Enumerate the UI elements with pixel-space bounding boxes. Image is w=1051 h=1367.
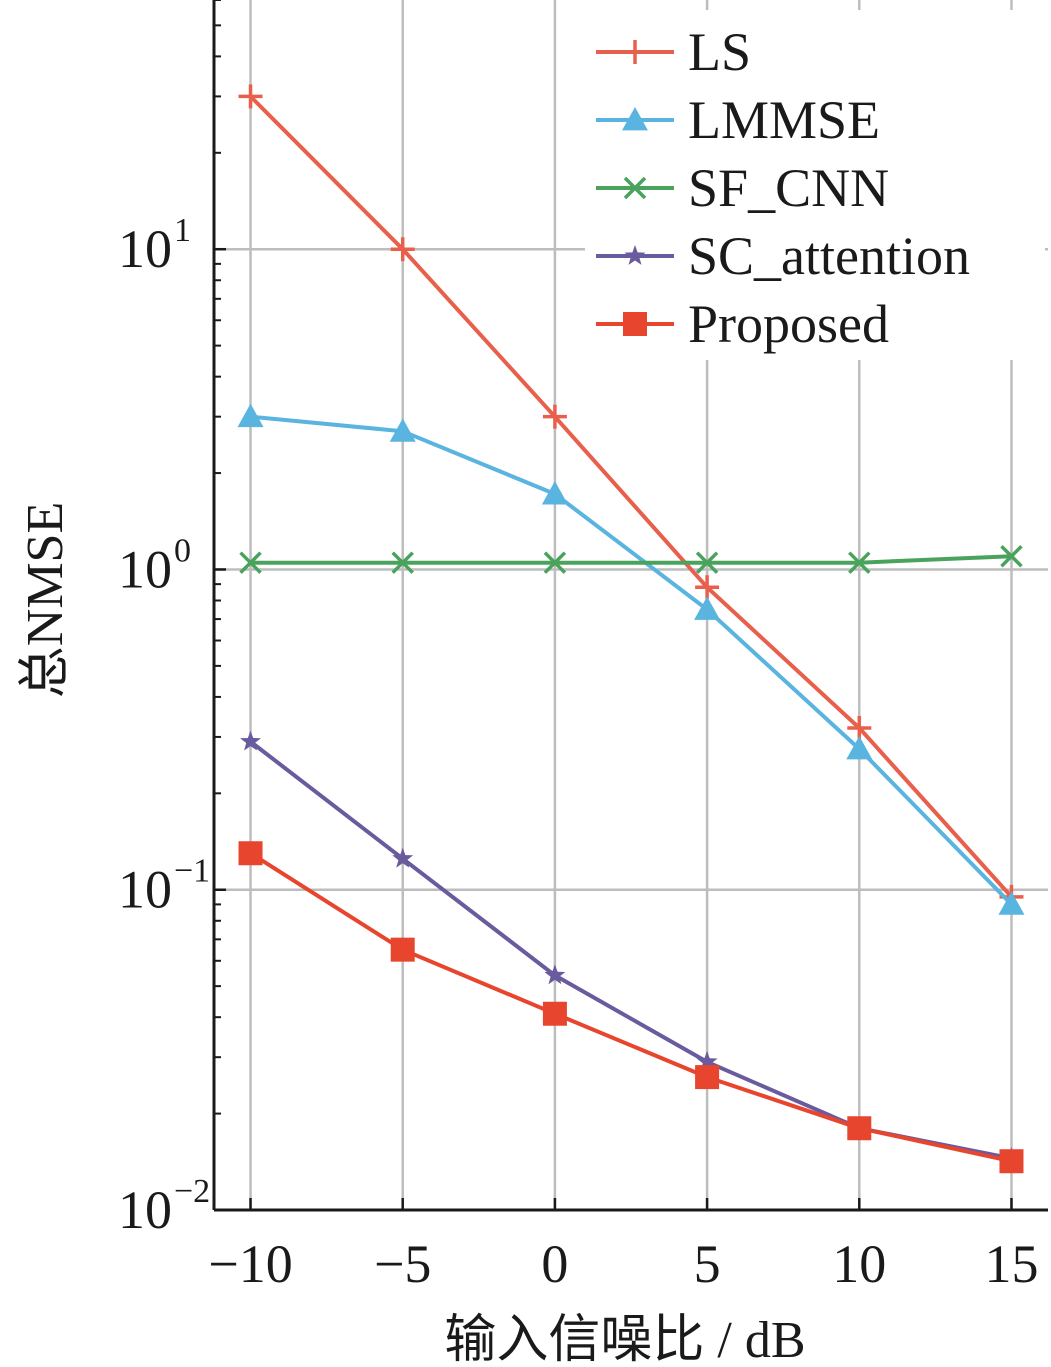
data-point-proposed	[390, 937, 415, 962]
y-tick-label: 10	[118, 860, 172, 920]
data-point-proposed	[695, 1065, 720, 1090]
series-line-proposed	[249, 851, 1012, 1164]
data-point-ls	[390, 237, 415, 262]
legend-marker-ls	[623, 40, 647, 64]
data-point-proposed	[847, 1116, 872, 1141]
x-tick-label: 15	[984, 1234, 1038, 1294]
y-tick-exponent: −1	[174, 853, 210, 890]
data-point-sf-cnn	[391, 551, 414, 574]
legend-label: SF_CNN	[688, 158, 889, 218]
data-point-ls	[847, 715, 872, 740]
x-tick-label: 10	[832, 1234, 886, 1294]
data-point-ls	[238, 84, 263, 109]
data-point-lmmse	[237, 403, 264, 428]
data-point-ls	[695, 575, 720, 600]
data-point-sc-attention	[392, 847, 414, 868]
series-line-sf-cnn	[250, 554, 1012, 565]
y-tick-exponent: 1	[174, 212, 191, 249]
series-lmmse	[237, 403, 1025, 915]
data-point-lmmse	[389, 418, 416, 442]
data-point-proposed	[999, 1149, 1024, 1174]
legend-marker-sf-cnn	[623, 176, 647, 200]
data-point-sf-cnn	[1000, 544, 1023, 568]
data-point-sf-cnn	[239, 551, 262, 574]
legend-background	[585, 10, 1045, 360]
y-tick-exponent: 0	[174, 532, 191, 569]
data-point-ls	[542, 404, 567, 429]
x-tick-label: −5	[374, 1234, 431, 1294]
legend-marker-proposed	[623, 312, 647, 336]
data-point-sc-attention	[696, 1050, 718, 1071]
y-axis-label: 总NMSE	[17, 502, 74, 698]
data-point-proposed	[238, 841, 263, 866]
legend-label: SC_attention	[688, 226, 970, 286]
data-point-sf-cnn	[695, 551, 719, 574]
legend-label: LMMSE	[688, 90, 880, 150]
x-tick-label: 0	[541, 1234, 568, 1294]
data-point-sc-attention	[544, 964, 566, 985]
legend-entry-ls: LS	[596, 22, 751, 82]
series-sf-cnn	[239, 544, 1023, 574]
data-point-proposed	[542, 1001, 567, 1026]
y-tick-label: 10	[118, 219, 172, 279]
legend-entry-lmmse: LMMSE	[596, 90, 880, 150]
legend: LS LMMSE SF_CNN SC_attention Proposed	[596, 22, 970, 354]
data-point-lmmse	[694, 596, 721, 620]
series-line-ls	[249, 94, 1013, 899]
data-point-lmmse	[846, 736, 873, 760]
y-tick-label: 10	[118, 1180, 172, 1240]
axes-layer	[212, 0, 1048, 1212]
series-line-lmmse	[250, 414, 1013, 906]
legend-label: Proposed	[688, 294, 889, 354]
data-point-sf-cnn	[848, 551, 871, 574]
data-point-lmmse	[998, 891, 1025, 915]
series-proposed	[238, 841, 1024, 1174]
legend-entry-sc-attention: SC_attention	[596, 226, 970, 286]
legend-entry-sf-cnn: SF_CNN	[596, 158, 889, 218]
data-point-sc-attention	[240, 730, 261, 751]
legend-entry-proposed: Proposed	[596, 294, 889, 354]
series-layer	[237, 84, 1025, 1174]
y-tick-label: 10	[118, 539, 172, 599]
data-point-sf-cnn	[543, 551, 567, 574]
legend-label: LS	[688, 22, 751, 82]
legend-marker-lmmse	[622, 107, 648, 131]
x-tick-label: 5	[694, 1234, 721, 1294]
y-tick-exponent: −2	[174, 1173, 210, 1210]
x-axis-label: 输入信噪比 / dB	[444, 1312, 805, 1367]
legend-marker-sc-attention	[624, 245, 646, 265]
data-point-lmmse	[541, 481, 568, 505]
x-tick-label: −10	[208, 1234, 292, 1294]
